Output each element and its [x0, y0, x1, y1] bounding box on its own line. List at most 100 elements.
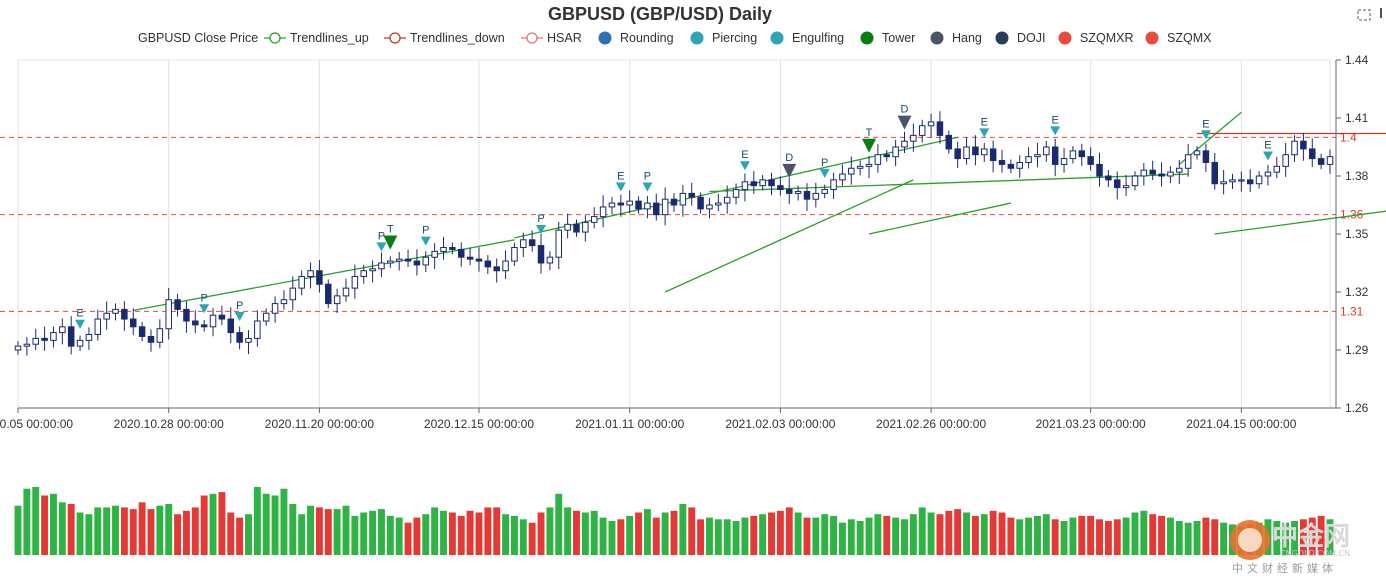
x-tick-label: 2021.03.23 00:00:00: [1036, 417, 1146, 431]
candle: [1149, 160, 1156, 181]
legend-item-4[interactable]: Rounding: [598, 31, 674, 45]
volume-bar: [697, 519, 705, 555]
candle: [85, 327, 93, 350]
volume-bar: [883, 515, 891, 555]
pattern-marker-label: P: [200, 292, 207, 304]
legend-item-9[interactable]: DOJI: [995, 31, 1046, 45]
pattern-marker[interactable]: P: [234, 300, 245, 321]
legend-item-11[interactable]: SZQMX: [1145, 31, 1213, 45]
volume-bar: [1202, 517, 1210, 555]
pattern-marker[interactable]: E: [739, 149, 750, 171]
legend-label: Tower: [882, 31, 915, 45]
volume-bar: [510, 515, 518, 555]
candle: [812, 182, 820, 208]
volume-bar: [750, 515, 758, 555]
candle: [307, 262, 314, 289]
volume-bar: [1193, 521, 1201, 555]
volume-bar: [768, 512, 775, 555]
volume-bar: [484, 507, 492, 555]
candle: [147, 329, 155, 352]
pattern-marker[interactable]: E: [75, 308, 86, 329]
candle: [475, 247, 483, 272]
candle: [688, 182, 695, 206]
y-tick-label: 1.32: [1345, 285, 1369, 299]
volume-bar: [1175, 521, 1183, 555]
volume-bar: [236, 517, 244, 555]
volume-bar: [76, 512, 84, 555]
candle: [989, 140, 997, 173]
pattern-marker[interactable]: E: [979, 116, 990, 138]
legend-label: Rounding: [620, 31, 674, 45]
volume-bar: [298, 514, 306, 555]
pattern-marker[interactable]: P: [536, 213, 547, 234]
candle: [404, 249, 412, 268]
pattern-marker[interactable]: P: [642, 170, 653, 192]
chart-legend[interactable]: GBPUSD Close Price Trendlines_up Trendline…: [138, 31, 1212, 45]
volume-bar: [812, 517, 820, 555]
volume-bar: [830, 515, 838, 555]
legend-item-8[interactable]: Hang: [930, 31, 982, 45]
legend-item-7[interactable]: Tower: [860, 31, 916, 45]
candle: [715, 193, 722, 211]
legend-item-0[interactable]: GBPUSD Close Price: [138, 31, 258, 45]
volume-bar: [519, 519, 527, 555]
legend-item-2[interactable]: Trendlines_down: [384, 31, 505, 45]
volume-bar: [182, 510, 190, 555]
candle: [138, 321, 146, 342]
candle: [910, 123, 917, 152]
pattern-marker[interactable]: P: [1362, 0, 1369, 3]
volume-bar: [1060, 521, 1068, 555]
candle: [892, 139, 899, 167]
volume-bar: [608, 521, 616, 555]
candle: [945, 130, 953, 154]
pattern-marker[interactable]: P: [420, 225, 431, 246]
legend-swatch: [930, 31, 944, 45]
candle: [511, 242, 518, 266]
restore-icon[interactable]: [1357, 8, 1382, 21]
pattern-marker[interactable]: E: [1262, 140, 1273, 161]
legend-item-5[interactable]: Piercing: [690, 31, 758, 45]
candle: [768, 172, 775, 196]
candle: [1264, 164, 1272, 186]
candle: [342, 278, 350, 302]
legend-item-1[interactable]: Trendlines_up: [264, 31, 369, 45]
pattern-marker[interactable]: E: [1050, 114, 1061, 136]
candle: [582, 215, 589, 242]
volume-bar: [41, 495, 49, 555]
pattern-marker[interactable]: T: [862, 127, 877, 153]
volume-bar: [794, 512, 802, 555]
volume-bar: [901, 519, 908, 555]
pattern-marker-label: E: [1264, 140, 1271, 152]
x-tick-label: 2021.04.15 00:00:00: [1186, 417, 1296, 431]
legend-item-10[interactable]: SZQMXR: [1058, 31, 1134, 45]
candle: [156, 319, 164, 349]
legend-item-3[interactable]: HSAR: [521, 31, 582, 45]
candle: [998, 149, 1006, 173]
candle: [874, 144, 882, 173]
pattern-marker[interactable]: D: [782, 152, 797, 178]
chart-title: GBPUSD (GBP/USD) Daily: [548, 4, 772, 24]
candle: [236, 326, 243, 350]
volume-bar: [776, 510, 784, 555]
pattern-marker[interactable]: E: [615, 170, 626, 192]
legend-label: SZQMXR: [1080, 31, 1133, 45]
pattern-marker[interactable]: D: [897, 104, 912, 130]
candle: [1317, 153, 1325, 170]
candle: [192, 310, 199, 334]
volume-bar: [971, 515, 979, 555]
pattern-marker[interactable]: T: [383, 223, 398, 250]
candle: [1229, 173, 1236, 189]
volume-bar: [856, 521, 864, 555]
legend-label: GBPUSD Close Price: [138, 31, 258, 45]
volume-bar: [652, 517, 660, 555]
trendline: [1214, 210, 1386, 235]
candle: [608, 197, 616, 215]
volume-bar: [360, 512, 368, 555]
pattern-marker[interactable]: P: [199, 292, 210, 314]
candle: [218, 305, 226, 326]
pattern-marker[interactable]: P: [819, 157, 830, 178]
pattern-marker[interactable]: E: [1200, 118, 1211, 140]
pattern-marker[interactable]: P: [376, 230, 387, 252]
legend-item-6[interactable]: Engulfing: [770, 31, 845, 45]
